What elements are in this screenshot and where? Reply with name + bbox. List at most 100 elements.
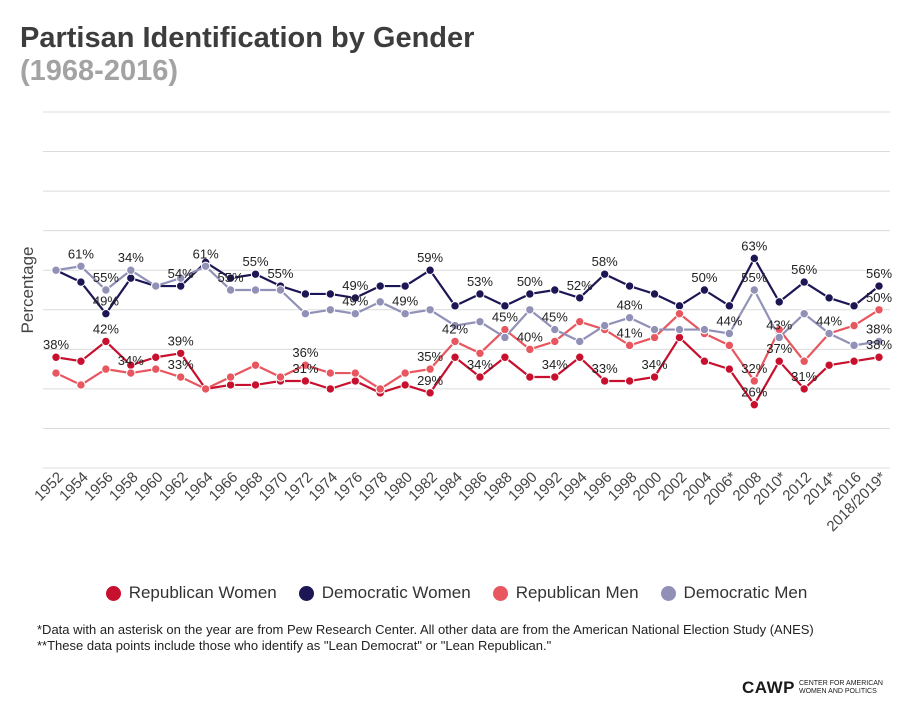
data-point bbox=[624, 281, 635, 291]
data-point bbox=[325, 368, 336, 378]
data-point bbox=[550, 285, 560, 295]
data-label: 63% bbox=[741, 238, 767, 253]
data-point bbox=[724, 301, 735, 311]
data-label: 44% bbox=[716, 314, 742, 329]
data-point bbox=[350, 376, 360, 386]
data-point bbox=[749, 253, 760, 264]
data-point bbox=[76, 380, 86, 390]
data-label: 58% bbox=[592, 254, 618, 269]
data-point bbox=[749, 400, 760, 410]
data-label: 34% bbox=[642, 357, 668, 372]
data-label: 31% bbox=[292, 361, 318, 376]
data-point bbox=[575, 336, 585, 347]
data-point bbox=[649, 324, 660, 335]
data-point bbox=[126, 368, 136, 378]
data-point bbox=[225, 285, 236, 295]
data-point bbox=[475, 316, 485, 327]
data-label: 34% bbox=[118, 353, 144, 368]
series-line bbox=[55, 257, 880, 315]
data-point bbox=[874, 281, 884, 291]
data-point bbox=[874, 305, 884, 315]
data-point bbox=[250, 285, 261, 295]
legend-item: Democratic Women bbox=[298, 583, 471, 603]
legend-label: Democratic Men bbox=[683, 583, 808, 602]
data-point bbox=[624, 312, 635, 323]
data-point bbox=[101, 364, 111, 374]
data-point bbox=[699, 356, 710, 366]
series-line bbox=[55, 308, 880, 390]
data-point bbox=[425, 388, 435, 398]
data-point bbox=[500, 301, 510, 311]
data-point bbox=[325, 289, 336, 299]
chart-title: Partisan Identification by Gender bbox=[20, 22, 475, 54]
data-point bbox=[250, 269, 261, 279]
logo-line-2: WOMEN AND POLITICS bbox=[798, 688, 877, 695]
data-label: 37% bbox=[766, 341, 792, 356]
data-point bbox=[350, 368, 360, 378]
y-axis-label: Percentage bbox=[18, 247, 37, 334]
data-point bbox=[699, 324, 710, 335]
data-point bbox=[450, 301, 460, 311]
data-label: 31% bbox=[791, 369, 817, 384]
data-point bbox=[101, 336, 111, 347]
data-point bbox=[849, 340, 859, 351]
data-point bbox=[151, 281, 161, 291]
data-point bbox=[300, 289, 311, 299]
data-point bbox=[51, 352, 61, 362]
data-point bbox=[724, 364, 735, 374]
legend-item: Republican Men bbox=[492, 583, 639, 603]
data-point bbox=[400, 309, 410, 319]
data-point bbox=[724, 340, 735, 351]
data-point bbox=[649, 332, 660, 343]
data-point bbox=[76, 277, 86, 287]
data-label: 36% bbox=[292, 345, 318, 360]
logo-text: CENTER FOR AMERICAN WOMEN AND POLITICS bbox=[799, 680, 883, 696]
data-label: 38% bbox=[866, 321, 892, 336]
data-point bbox=[175, 372, 186, 382]
data-label: 56% bbox=[791, 262, 817, 277]
data-point bbox=[849, 301, 859, 311]
data-point bbox=[200, 384, 211, 394]
data-point bbox=[475, 372, 485, 382]
data-point bbox=[225, 273, 236, 283]
data-label: 49% bbox=[392, 294, 418, 309]
data-point bbox=[624, 376, 635, 386]
data-point bbox=[674, 324, 685, 335]
data-point bbox=[151, 364, 161, 374]
legend-dot-icon bbox=[105, 585, 121, 601]
data-point bbox=[774, 297, 784, 307]
data-label: 38% bbox=[866, 337, 892, 352]
data-label: 34% bbox=[467, 357, 493, 372]
data-label: 50% bbox=[517, 274, 543, 289]
data-label: 41% bbox=[617, 325, 643, 340]
data-point bbox=[175, 281, 186, 291]
data-point bbox=[824, 293, 834, 303]
data-point bbox=[275, 285, 286, 295]
data-label: 59% bbox=[417, 250, 443, 265]
data-label: 26% bbox=[741, 385, 767, 400]
data-point bbox=[749, 285, 760, 295]
data-point bbox=[525, 305, 535, 315]
data-label: 55% bbox=[93, 270, 119, 285]
data-point bbox=[699, 285, 710, 295]
data-point bbox=[425, 265, 435, 275]
legend-label: Democratic Women bbox=[321, 583, 471, 602]
data-point bbox=[450, 352, 460, 362]
data-point bbox=[874, 352, 884, 362]
data-point bbox=[450, 320, 460, 331]
data-label: 50% bbox=[866, 290, 892, 305]
data-point bbox=[799, 356, 809, 366]
data-point bbox=[350, 309, 360, 319]
data-point bbox=[724, 328, 735, 339]
data-point bbox=[874, 336, 884, 347]
data-label: 44% bbox=[816, 314, 842, 329]
data-label: 38% bbox=[43, 337, 69, 352]
data-label: 49% bbox=[342, 294, 368, 309]
data-point bbox=[575, 293, 585, 303]
data-point bbox=[649, 372, 660, 382]
data-point bbox=[250, 360, 261, 370]
data-point bbox=[126, 273, 136, 283]
data-label: 39% bbox=[168, 333, 194, 348]
data-label: 42% bbox=[93, 321, 119, 336]
data-point bbox=[275, 372, 286, 382]
